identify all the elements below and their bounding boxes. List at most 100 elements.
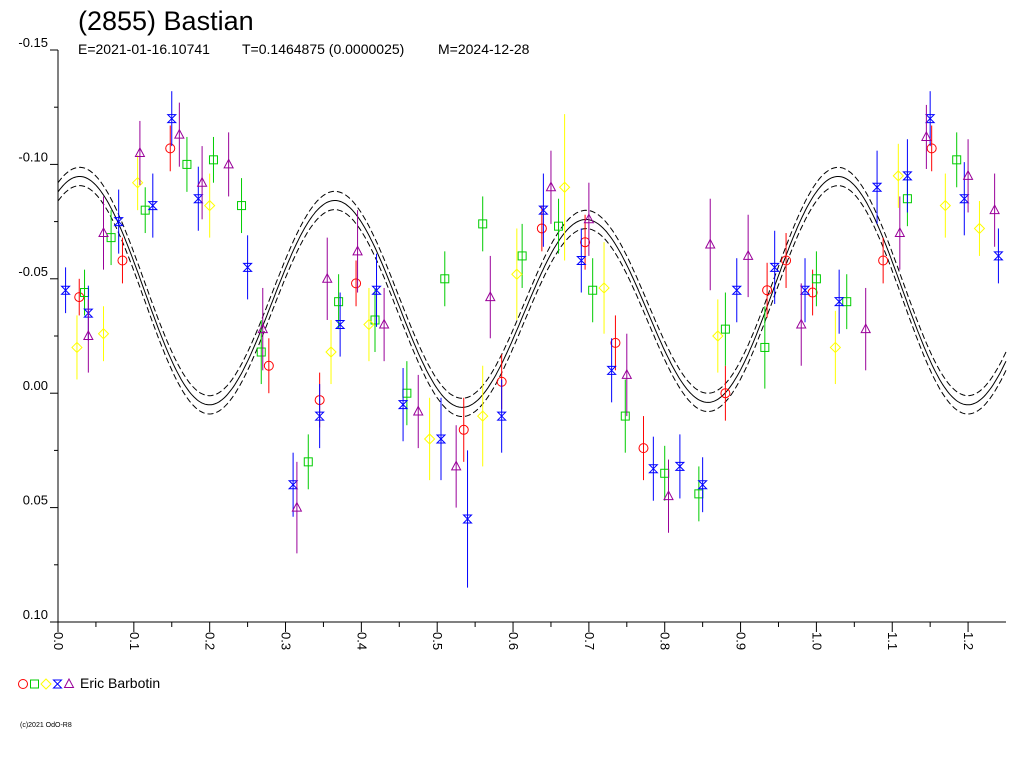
data-point — [450, 460, 462, 471]
data-point — [458, 424, 469, 435]
y-tick-label: -0.10 — [18, 149, 48, 164]
data-point — [423, 433, 436, 445]
data-point — [536, 223, 547, 234]
data-point — [287, 480, 299, 490]
data-point — [71, 341, 83, 354]
data-point — [833, 297, 845, 307]
data-point — [476, 410, 489, 422]
data-point — [496, 411, 507, 421]
data-point — [829, 341, 842, 354]
fit-band-lower — [57, 185, 1007, 417]
x-tick-label: 0.9 — [734, 632, 749, 650]
data-point — [140, 205, 150, 215]
data-point — [203, 199, 216, 212]
data-point — [321, 272, 333, 283]
data-point — [134, 146, 146, 157]
data-point — [663, 490, 674, 501]
data-point — [462, 514, 473, 524]
data-point — [351, 278, 362, 289]
data-point — [926, 143, 937, 154]
data-point — [131, 176, 144, 189]
data-point — [939, 199, 952, 212]
data-point — [902, 171, 913, 181]
data-point — [712, 330, 724, 342]
data-point — [256, 347, 266, 357]
legend-marker-diamond — [40, 678, 52, 690]
x-tick-label: 1.1 — [885, 632, 900, 650]
modified-label: M=2024-12-28 — [438, 41, 530, 57]
y-tick-label: 0.00 — [23, 378, 48, 393]
fit-band-upper — [57, 166, 1007, 399]
y-tick-label: 0.10 — [23, 607, 48, 622]
x-tick-label: 0.5 — [430, 632, 445, 650]
legend: Eric Barbotin — [18, 675, 160, 691]
data-point — [583, 213, 595, 224]
x-tick-label: 0.6 — [506, 632, 521, 650]
data-point — [193, 194, 204, 204]
data-point — [517, 251, 527, 261]
series-square — [80, 132, 962, 522]
data-point — [580, 237, 591, 248]
data-point — [117, 255, 128, 266]
data-point — [588, 285, 598, 295]
chart-title: (2855) Bastian — [78, 6, 254, 36]
data-point — [781, 255, 792, 266]
x-tick-label: 1.2 — [961, 632, 976, 650]
data-point — [648, 464, 659, 474]
data-point — [291, 501, 303, 512]
x-tick-label: 0.0 — [51, 632, 66, 650]
data-point — [621, 368, 633, 379]
legend-label: Eric Barbotin — [80, 675, 160, 691]
y-tick-label: 0.05 — [23, 493, 48, 508]
data-point — [760, 342, 770, 352]
data-point — [478, 219, 488, 229]
data-point — [878, 255, 889, 266]
data-point — [334, 320, 346, 330]
data-point — [554, 221, 564, 231]
data-point — [769, 262, 780, 272]
data-point — [720, 324, 730, 334]
data-point — [83, 308, 94, 318]
data-point — [303, 457, 313, 467]
data-point — [697, 480, 708, 490]
data-point — [871, 182, 883, 192]
data-point — [921, 130, 932, 141]
data-point — [962, 169, 974, 180]
x-tick-label: 0.3 — [279, 632, 294, 650]
data-point — [610, 337, 621, 348]
data-point — [196, 176, 208, 187]
data-point — [237, 201, 247, 211]
x-tick-label: 0.8 — [658, 632, 673, 650]
legend-marker-square — [30, 679, 39, 689]
data-point — [842, 297, 852, 307]
series-diamond — [71, 114, 986, 481]
x-tick-label: 0.7 — [582, 632, 597, 650]
data-point — [606, 365, 617, 375]
data-point — [538, 205, 549, 215]
data-point — [412, 405, 424, 416]
data-point — [397, 400, 409, 410]
data-point — [959, 194, 970, 204]
data-point — [223, 158, 234, 169]
data-point — [720, 388, 731, 399]
x-tick-label: 0.4 — [354, 632, 369, 650]
data-point — [545, 181, 557, 192]
data-point — [620, 411, 630, 421]
data-point — [334, 297, 344, 307]
data-point — [208, 155, 218, 165]
data-point — [993, 251, 1004, 261]
data-point — [325, 346, 337, 358]
copyright-text: (c)2021 OdO-R8 — [20, 722, 72, 729]
data-point — [371, 285, 382, 295]
y-tick-label: -0.15 — [18, 35, 48, 50]
data-point — [378, 318, 390, 329]
data-point — [113, 217, 124, 227]
data-point — [795, 318, 807, 329]
epoch-label: E=2021-01-16.10741 — [78, 41, 210, 57]
data-point — [363, 318, 375, 331]
period-label: T=0.1464875 (0.0000025) — [242, 41, 404, 57]
data-point — [894, 226, 906, 238]
data-point — [484, 291, 496, 302]
data-point — [435, 434, 447, 444]
data-point — [674, 461, 686, 471]
